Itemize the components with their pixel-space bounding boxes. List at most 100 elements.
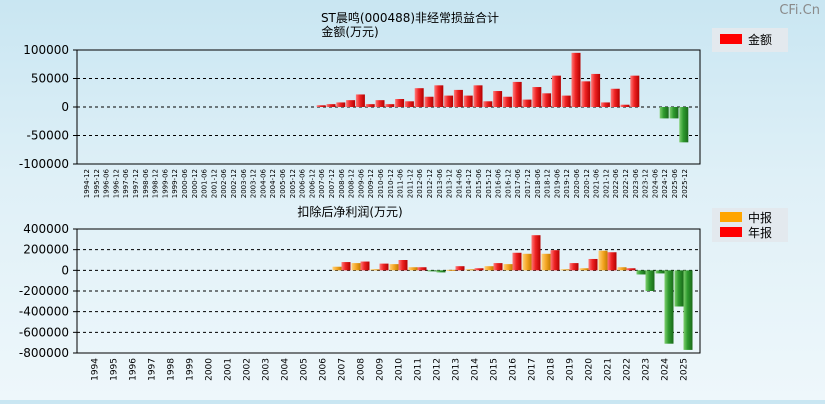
x-tick-label: 1997-12	[132, 169, 140, 198]
x-tick-label: 2000-12	[191, 169, 199, 198]
bar-annual	[531, 235, 541, 271]
x-tick-label: 2002-12	[230, 169, 238, 198]
bar-amount	[395, 99, 405, 107]
bar-interim	[560, 269, 570, 271]
bar-interim	[579, 268, 589, 271]
x-tick-label: 1997-06	[122, 168, 130, 198]
bar-annual	[474, 268, 484, 271]
nonrecurring-chart: ST晨鸣(000488)非经常损益合计 金额(万元) 100000 50000 0 -…	[19, 10, 788, 198]
y-tick-label: 200000	[23, 243, 69, 257]
bar-interim	[351, 263, 361, 271]
x-tick-label: 2010-12	[387, 169, 395, 198]
bar-annual	[626, 268, 636, 271]
y-tick-label: -600000	[19, 325, 69, 339]
bar-amount	[591, 73, 601, 107]
legend-annual-label: 年报	[748, 225, 772, 240]
bar-amount	[463, 95, 473, 107]
x-tick-label: 2024	[661, 358, 671, 381]
x-tick-label: 1996-12	[112, 169, 120, 198]
bar-interim	[617, 267, 627, 271]
nonrecurring-ylabel: 金额(万元)	[321, 24, 378, 39]
bar-amount	[600, 102, 610, 107]
x-tick-label: 2011	[414, 358, 424, 381]
x-tick-label: 2003	[262, 358, 272, 381]
x-tick-label: 2007-06	[318, 168, 326, 198]
y-tick-label: 0	[61, 263, 69, 277]
bar-annual	[436, 270, 446, 273]
y-tick-label: -200000	[19, 284, 69, 298]
bar-amount	[620, 104, 630, 107]
x-tick-label: 1998-12	[152, 169, 160, 198]
x-tick-label: 2016-12	[504, 169, 512, 198]
x-tick-label: 2004-12	[269, 169, 277, 198]
x-tick-label: 2000-06	[181, 168, 189, 198]
x-tick-label: 1998	[167, 358, 177, 381]
x-tick-label: 2002-06	[220, 168, 228, 198]
x-tick-label: 2016	[509, 358, 519, 381]
bar-amount	[502, 96, 512, 107]
bar-amount	[414, 88, 424, 107]
bar-amount	[483, 101, 493, 107]
x-tick-label: 2010	[395, 358, 405, 381]
y-tick-label: 400000	[23, 222, 69, 236]
y-tick-label: 100000	[23, 43, 69, 57]
x-tick-label: 2006	[319, 358, 329, 381]
x-tick-label: 2023-06	[632, 168, 640, 198]
watermark: CFi.Cn	[779, 3, 820, 18]
x-tick-label: 2009-06	[357, 168, 365, 198]
x-tick-label: 2014-12	[465, 169, 473, 198]
x-tick-label: 2012-12	[426, 169, 434, 198]
bar-annual	[493, 263, 503, 271]
x-tick-label: 2007	[338, 358, 348, 381]
x-tick-label: 1999	[186, 358, 196, 381]
x-tick-label: 2020-12	[583, 169, 591, 198]
bar-annual	[664, 270, 674, 344]
x-tick-label: 2001-06	[201, 168, 209, 198]
y-tick-label: -50000	[26, 129, 69, 143]
x-tick-label: 2013-06	[436, 168, 444, 198]
x-tick-label: 2012	[433, 358, 443, 381]
x-tick-label: 2008-12	[348, 169, 356, 198]
x-tick-label: 2009-12	[367, 169, 375, 198]
x-tick-label: 2024-06	[651, 168, 659, 198]
bar-interim	[465, 269, 475, 271]
bar-annual	[550, 250, 560, 271]
legend-amount-swatch	[720, 34, 742, 44]
x-tick-label: 2017-06	[514, 168, 522, 198]
bar-amount	[493, 91, 503, 107]
x-tick-label: 1999-12	[171, 169, 179, 198]
x-tick-label: 2019-12	[563, 169, 571, 198]
bar-amount	[542, 93, 552, 107]
bar-interim	[446, 269, 456, 271]
x-tick-label: 2005-12	[289, 169, 297, 198]
bar-annual	[569, 263, 579, 271]
bar-amount	[326, 104, 336, 107]
bar-interim	[503, 264, 513, 271]
bar-interim	[674, 270, 684, 307]
x-tick-label: 2000	[205, 358, 215, 381]
x-tick-label: 2001-12	[210, 169, 218, 198]
x-tick-label: 2019-06	[553, 168, 561, 198]
x-tick-label: 2013	[452, 358, 462, 381]
bar-interim	[484, 266, 494, 271]
x-tick-label: 1994	[91, 358, 101, 381]
x-tick-label: 2015-06	[475, 168, 483, 198]
bar-amount	[316, 105, 326, 107]
x-tick-label: 1998-06	[142, 168, 150, 198]
x-tick-label: 2012-06	[416, 168, 424, 198]
bar-amount	[610, 88, 620, 107]
legend-interim-label: 中报	[748, 210, 772, 225]
bar-annual	[417, 267, 427, 271]
x-tick-label: 2015	[490, 358, 500, 381]
x-tick-label: 2018	[547, 358, 557, 381]
bar-interim	[522, 253, 532, 271]
x-tick-label: 2007-12	[328, 169, 336, 198]
x-tick-label: 2005-06	[279, 168, 287, 198]
bar-interim	[598, 250, 608, 271]
legend-annual-swatch	[720, 227, 742, 237]
x-tick-label: 1995	[110, 358, 120, 381]
x-tick-label: 1994-12	[83, 169, 91, 198]
bar-amount	[336, 102, 346, 107]
